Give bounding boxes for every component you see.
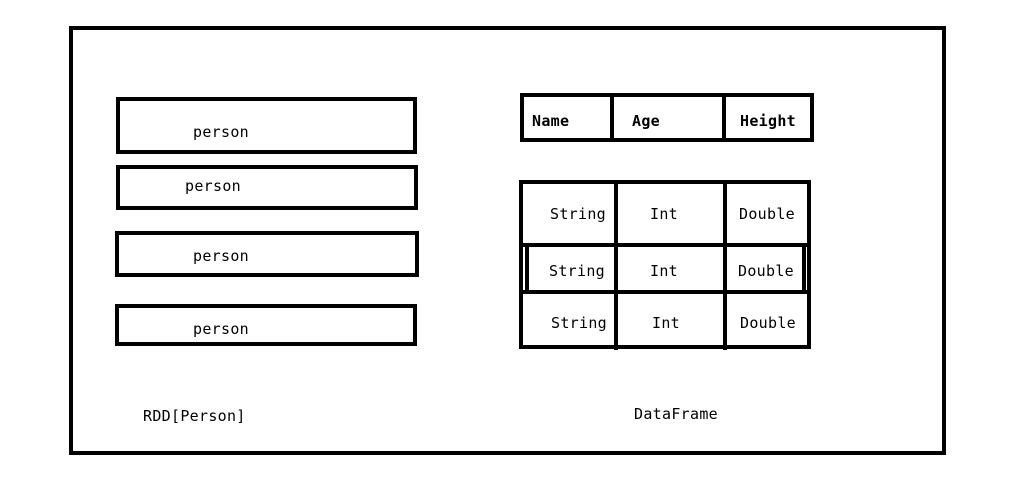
- dataframe-cell: String: [549, 262, 605, 280]
- dataframe-col-divider: [614, 182, 618, 350]
- dataframe-caption: DataFrame: [634, 405, 718, 423]
- rdd-item-label: person: [185, 177, 241, 195]
- dataframe-row-inner-border: [802, 245, 806, 292]
- dataframe-header-age: Age: [632, 112, 660, 130]
- dataframe-col-divider: [723, 182, 727, 350]
- dataframe-cell: Int: [650, 262, 678, 280]
- rdd-item-label: person: [193, 247, 249, 265]
- rdd-item-label: person: [193, 320, 249, 338]
- dataframe-row-divider: [519, 290, 811, 294]
- dataframe-header-name: Name: [532, 112, 570, 130]
- dataframe-cell: String: [550, 205, 606, 223]
- dataframe-row-divider: [519, 243, 811, 247]
- dataframe-cell: Double: [739, 205, 795, 223]
- rdd-item: [115, 231, 419, 277]
- dataframe-header-cell: [520, 93, 614, 142]
- dataframe-header-cell: [722, 93, 814, 142]
- rdd-item-label: person: [193, 123, 249, 141]
- dataframe-table: [519, 180, 811, 349]
- dataframe-cell: String: [551, 314, 607, 332]
- dataframe-header-height: Height: [740, 112, 796, 130]
- rdd-item: [115, 304, 417, 346]
- rdd-caption: RDD[Person]: [143, 407, 246, 425]
- dataframe-header-cell: [610, 93, 726, 142]
- dataframe-cell: Int: [652, 314, 680, 332]
- dataframe-cell: Double: [740, 314, 796, 332]
- dataframe-cell: Int: [650, 205, 678, 223]
- dataframe-cell: Double: [738, 262, 794, 280]
- rdd-item: [116, 165, 418, 210]
- dataframe-row-inner-border: [525, 245, 529, 292]
- rdd-item: [116, 97, 417, 154]
